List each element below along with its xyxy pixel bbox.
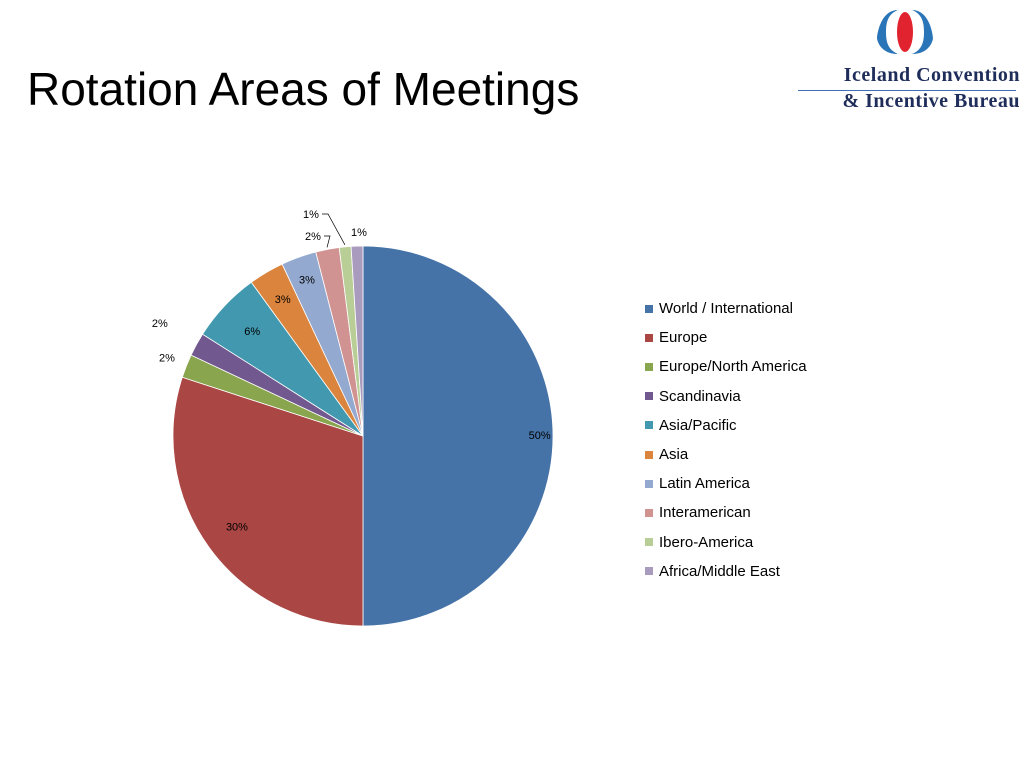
legend-swatch (645, 304, 653, 313)
data-label-5: 3% (275, 294, 291, 306)
legend-swatch (645, 479, 653, 488)
pie-slice-9 (350, 245, 364, 437)
bureau-logo: Iceland Convention & Incentive Bureau (780, 6, 1020, 116)
logo-emblem (877, 10, 933, 54)
legend-item: World / International (645, 294, 807, 323)
data-label-6: 3% (299, 274, 315, 286)
legend-label: Ibero-America (659, 533, 754, 551)
legend-item: Europe/North America (645, 352, 807, 381)
logo-line-1: Iceland Convention (843, 64, 1020, 86)
slide-title: Rotation Areas of Meetings (27, 63, 580, 115)
logo-line-2: & Incentive Bureau (842, 90, 1020, 112)
leader-line-8 (322, 213, 346, 246)
legend-label: Europe/North America (659, 358, 807, 376)
legend-swatch (645, 538, 653, 547)
legend-swatch (645, 567, 653, 576)
pie-slice-0 (362, 245, 554, 627)
data-label-3: 2% (152, 318, 168, 330)
legend-label: Asia/Pacific (659, 416, 737, 434)
legend-swatch (645, 362, 653, 371)
legend-item: Asia/Pacific (645, 411, 807, 440)
data-label-1: 30% (226, 521, 248, 533)
legend-item: Latin America (645, 469, 807, 498)
legend-item: Interamerican (645, 498, 807, 527)
logo-divider (798, 90, 1016, 91)
legend-label: Asia (659, 446, 689, 464)
legend-item: Africa/Middle East (645, 557, 807, 586)
legend-label: Latin America (659, 475, 750, 493)
legend-swatch (645, 421, 653, 430)
legend-label: Africa/Middle East (659, 562, 780, 580)
legend-item: Ibero-America (645, 528, 807, 557)
pie-slice-1 (172, 376, 364, 627)
leader-line-7 (324, 235, 331, 248)
data-label-4: 6% (244, 326, 260, 338)
data-label-9: 1% (351, 227, 367, 239)
legend-item: Asia (645, 440, 807, 469)
legend-label: Europe (659, 329, 708, 347)
data-label-0: 50% (529, 430, 551, 442)
data-label-8: 1% (303, 209, 319, 221)
chart-legend: World / International Europe Europe/North … (645, 294, 807, 586)
legend-swatch (645, 333, 653, 342)
legend-label: Scandinavia (659, 387, 741, 405)
legend-label: World / International (659, 300, 793, 318)
legend-swatch (645, 450, 653, 459)
data-label-7: 2% (305, 231, 321, 243)
legend-swatch (645, 508, 653, 517)
legend-item: Scandinavia (645, 382, 807, 411)
data-label-2: 2% (159, 352, 175, 364)
legend-swatch (645, 392, 653, 401)
legend-label: Interamerican (659, 504, 751, 522)
legend-item: Europe (645, 323, 807, 352)
